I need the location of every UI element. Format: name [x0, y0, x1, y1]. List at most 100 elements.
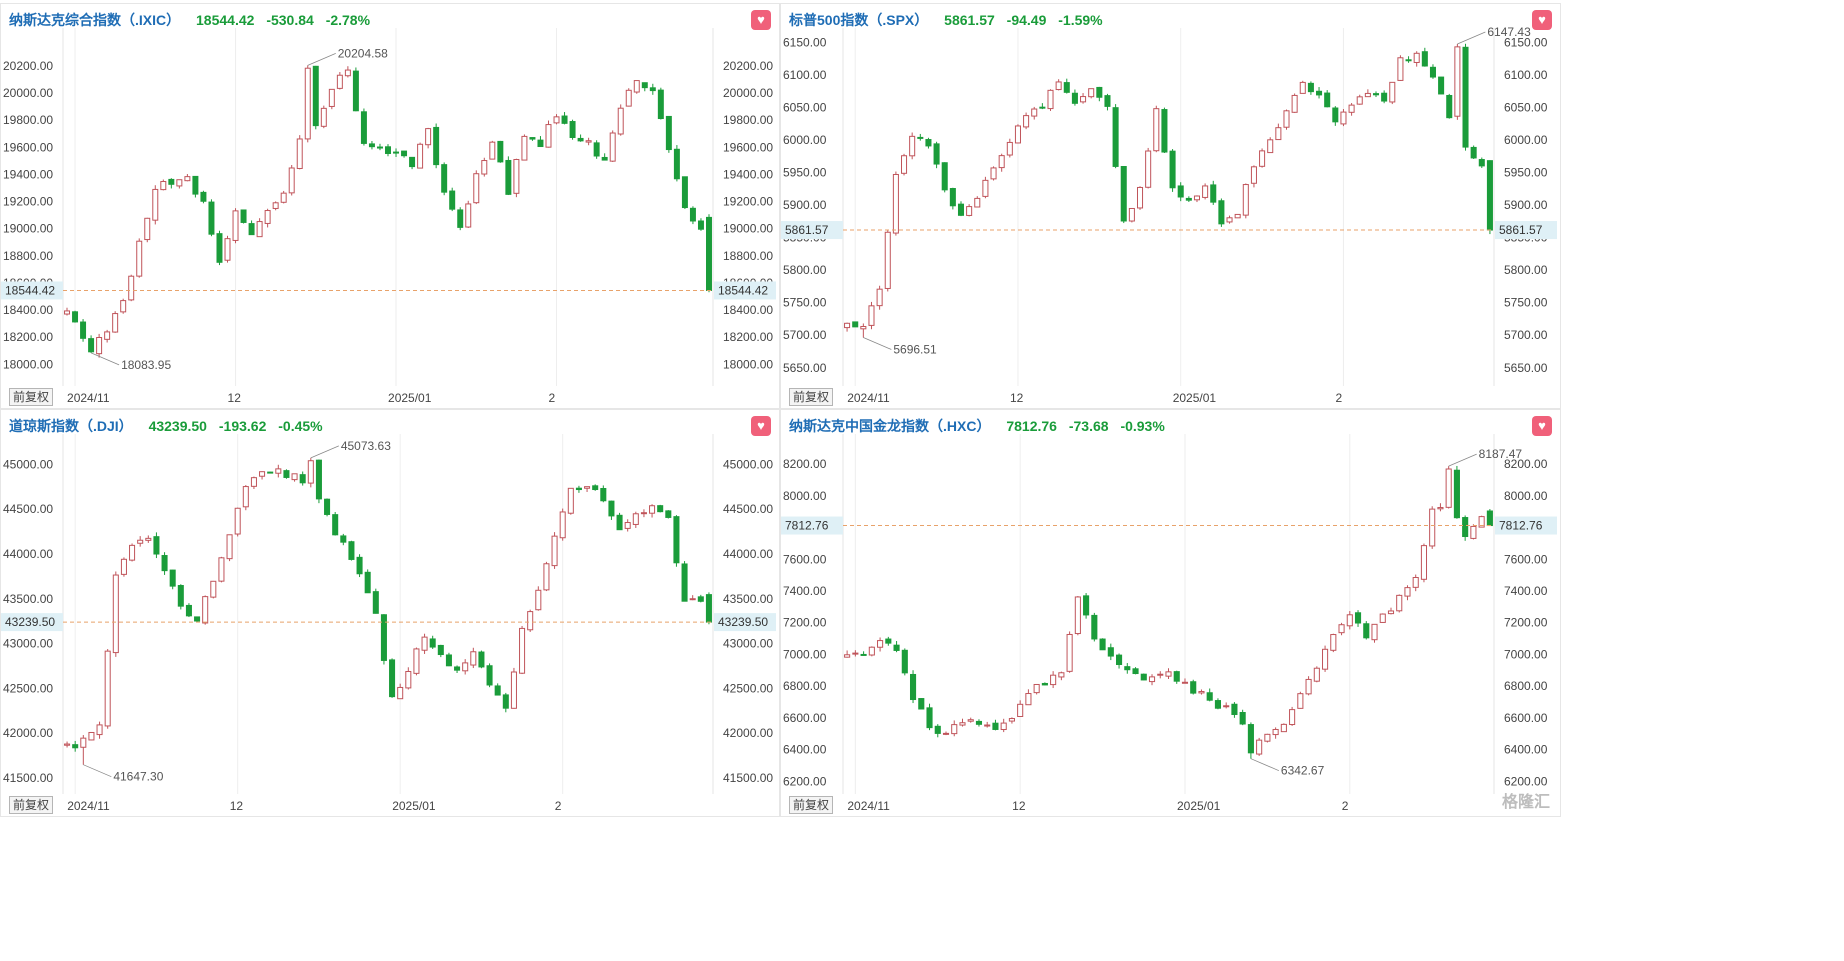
candle-up[interactable]: [176, 179, 183, 187]
candle-up[interactable]: [96, 724, 103, 736]
candle-down[interactable]: [689, 207, 696, 222]
candle-up[interactable]: [1242, 184, 1249, 216]
candle-up[interactable]: [967, 719, 974, 722]
candle-down[interactable]: [561, 115, 568, 124]
candle-down[interactable]: [697, 596, 704, 602]
candle-down[interactable]: [665, 115, 672, 151]
candle-up[interactable]: [1305, 678, 1312, 695]
candle-down[interactable]: [537, 139, 544, 148]
candle-down[interactable]: [169, 569, 176, 587]
candle-up[interactable]: [551, 535, 558, 567]
candle-down[interactable]: [933, 143, 940, 165]
candle-up[interactable]: [242, 486, 249, 508]
candle-up[interactable]: [1412, 577, 1419, 588]
candle-up[interactable]: [291, 473, 298, 481]
candle-down[interactable]: [315, 459, 322, 500]
candle-down[interactable]: [949, 188, 956, 207]
candle-up[interactable]: [397, 686, 404, 700]
candle-up[interactable]: [184, 176, 191, 182]
candle-up[interactable]: [160, 181, 167, 191]
candle-down[interactable]: [901, 649, 908, 674]
candle-up[interactable]: [80, 737, 87, 748]
candle-up[interactable]: [609, 132, 616, 162]
candle-up[interactable]: [1000, 722, 1007, 731]
candle-down[interactable]: [192, 175, 199, 195]
candle-down[interactable]: [569, 121, 576, 138]
candle-up[interactable]: [272, 202, 279, 209]
candle-down[interactable]: [601, 156, 608, 161]
candle-down[interactable]: [577, 137, 584, 142]
candle-up[interactable]: [1356, 96, 1363, 105]
index-title[interactable]: 道琼斯指数（.DJI）: [9, 418, 133, 434]
candle-up[interactable]: [584, 486, 591, 489]
candle-down[interactable]: [1247, 724, 1254, 754]
candle-up[interactable]: [868, 646, 875, 656]
candle-up[interactable]: [1055, 81, 1062, 91]
candle-down[interactable]: [267, 471, 274, 474]
candlestick-chart[interactable]: 41500.00 41500.00 42000.00 42000.00 42500.00…: [1, 410, 779, 816]
candle-up[interactable]: [489, 141, 496, 160]
candle-down[interactable]: [356, 556, 363, 575]
candle-up[interactable]: [876, 288, 883, 307]
candle-down[interactable]: [1332, 107, 1339, 123]
candle-down[interactable]: [340, 535, 347, 543]
candle-down[interactable]: [385, 146, 391, 154]
candle-down[interactable]: [1099, 638, 1106, 651]
candle-up[interactable]: [1429, 508, 1436, 547]
candle-up[interactable]: [1080, 96, 1087, 103]
candle-down[interactable]: [401, 150, 408, 157]
candle-up[interactable]: [513, 159, 520, 194]
candle-down[interactable]: [1324, 92, 1331, 108]
candle-down[interactable]: [575, 487, 582, 491]
candle-up[interactable]: [1404, 587, 1411, 597]
candlestick-chart[interactable]: 5650.00 5650.00 5700.00 5700.00 5750.00 5750.…: [781, 4, 1560, 408]
candle-up[interactable]: [844, 654, 851, 658]
candle-down[interactable]: [1096, 86, 1103, 98]
candle-down[interactable]: [72, 744, 79, 749]
candle-up[interactable]: [1454, 46, 1461, 117]
candle-down[interactable]: [478, 651, 485, 668]
candle-up[interactable]: [545, 124, 552, 148]
candle-up[interactable]: [1322, 648, 1329, 670]
candle-up[interactable]: [1379, 613, 1386, 623]
candle-up[interactable]: [1145, 150, 1152, 188]
candle-down[interactable]: [409, 156, 416, 168]
candle-down[interactable]: [1112, 107, 1119, 167]
candle-down[interactable]: [208, 201, 215, 235]
candle-down[interactable]: [1210, 184, 1217, 203]
candle-up[interactable]: [632, 513, 639, 525]
candle-up[interactable]: [465, 203, 472, 228]
candle-down[interactable]: [364, 571, 371, 594]
candle-up[interactable]: [1259, 150, 1266, 167]
candle-up[interactable]: [112, 313, 119, 333]
candle-up[interactable]: [519, 627, 526, 674]
candle-down[interactable]: [185, 604, 192, 617]
candle-up[interactable]: [304, 67, 311, 140]
candle-up[interactable]: [844, 322, 851, 329]
candle-up[interactable]: [852, 652, 859, 655]
candle-down[interactable]: [909, 673, 917, 701]
candle-down[interactable]: [1083, 595, 1090, 616]
candle-down[interactable]: [1372, 93, 1380, 96]
candle-up[interactable]: [112, 574, 119, 654]
candle-down[interactable]: [1063, 82, 1070, 93]
candle-up[interactable]: [421, 636, 428, 651]
candle-down[interactable]: [1478, 159, 1485, 167]
candle-up[interactable]: [145, 537, 152, 541]
heart-icon[interactable]: ♥: [1532, 416, 1552, 436]
candle-up[interactable]: [1371, 623, 1378, 641]
candle-down[interactable]: [917, 136, 924, 139]
candle-down[interactable]: [505, 159, 512, 195]
candle-down[interactable]: [348, 541, 355, 560]
candle-down[interactable]: [312, 65, 319, 127]
candle-up[interactable]: [226, 534, 233, 560]
candle-up[interactable]: [1223, 705, 1230, 708]
candle-up[interactable]: [1437, 507, 1444, 510]
candle-up[interactable]: [567, 487, 574, 514]
candlestick-chart[interactable]: 6200.00 6200.00 6400.00 6400.00 6600.00 6600.…: [781, 410, 1560, 816]
candle-down[interactable]: [925, 139, 932, 147]
candle-up[interactable]: [1017, 703, 1024, 717]
heart-icon[interactable]: ♥: [751, 10, 771, 30]
heart-icon[interactable]: ♥: [1532, 10, 1552, 30]
candle-down[interactable]: [1041, 682, 1048, 686]
